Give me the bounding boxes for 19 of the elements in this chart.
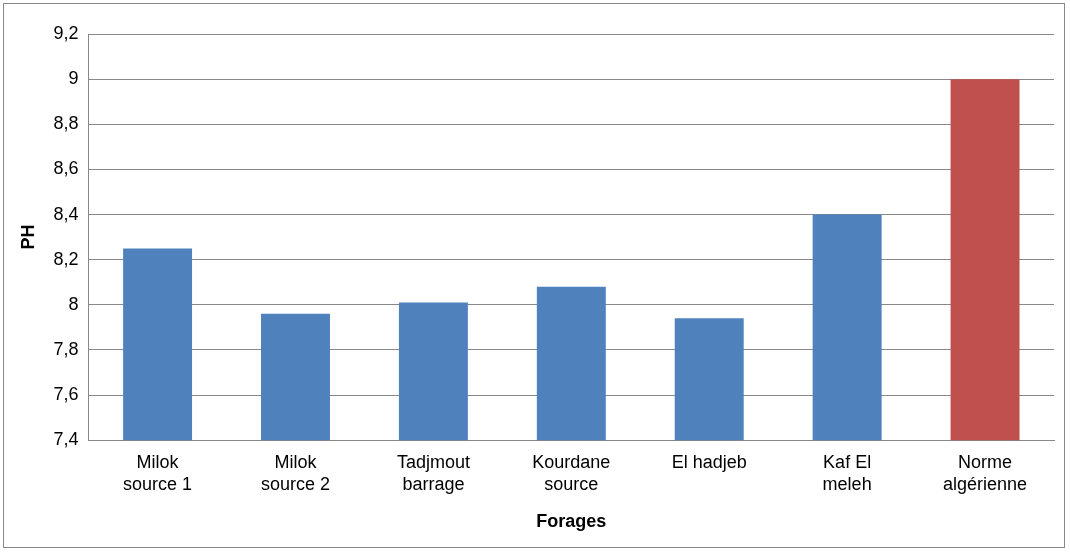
y-tick-label: 8,8 — [53, 113, 79, 134]
y-tick-label: 8,2 — [53, 248, 79, 269]
y-tick-label: 7,8 — [53, 338, 79, 359]
y-tick-label: 8 — [68, 293, 79, 314]
x-tick-label: Milok source 2 — [260, 451, 331, 494]
y-tick-label: 7,6 — [53, 384, 79, 405]
x-tick-label: Kaf El meleh — [822, 451, 872, 494]
x-tick-label: Milok source 1 — [123, 451, 193, 494]
y-tick-label: 9 — [68, 68, 79, 89]
y-tick-label: 8,4 — [53, 203, 79, 224]
y-tick-label: 8,6 — [53, 158, 79, 179]
x-axis-title: Forages — [536, 511, 607, 532]
x-tick-label: Tadjmout barrage — [396, 451, 470, 494]
y-tick-label: 7,4 — [53, 429, 79, 450]
x-tick-label: Kourdane source — [532, 451, 611, 494]
x-tick-label: El hadjeb — [671, 451, 747, 472]
y-tick-label: 9,2 — [53, 22, 79, 43]
x-tick-label: Norme algérienne — [943, 451, 1028, 494]
y-axis-title: PH — [17, 224, 38, 250]
